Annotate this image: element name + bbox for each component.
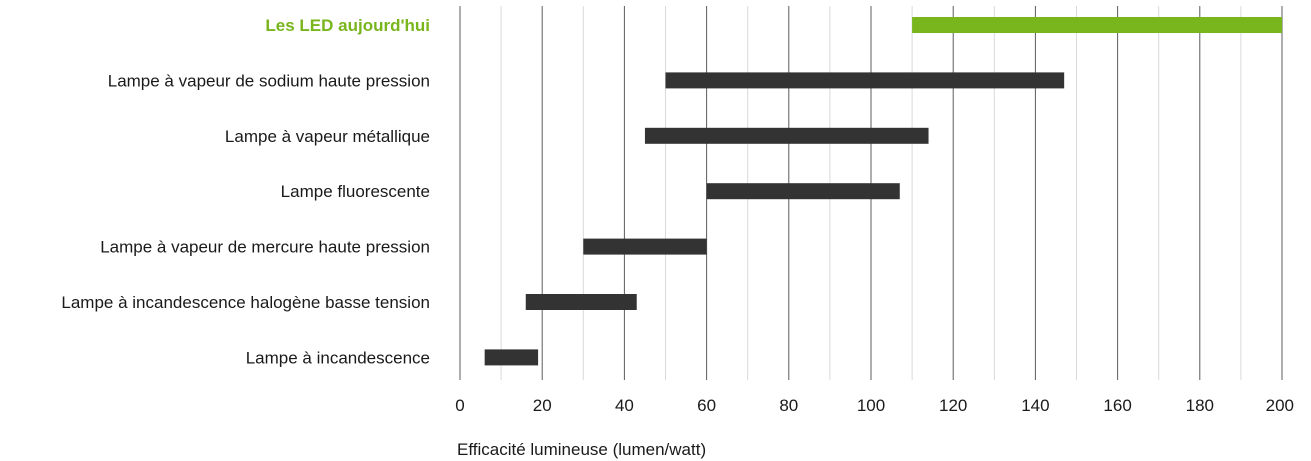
range-bar [665,72,1065,89]
x-tick-label: 120 [939,396,967,415]
category-label: Lampe à vapeur de sodium haute pression [108,71,430,90]
x-tick-label: 40 [615,396,634,415]
category-label: Lampe à incandescence [246,348,430,367]
x-tick-label: 60 [697,396,716,415]
bars [484,17,1282,366]
x-tick-label: 100 [857,396,885,415]
x-tick-label: 80 [779,396,798,415]
range-bar [525,294,637,310]
category-label: Lampe à incandescence halogène basse ten… [61,293,430,312]
x-tick-label: 20 [533,396,552,415]
range-bar [583,238,707,255]
category-label: Lampe fluorescente [281,182,430,201]
x-tick-label: 200 [1266,396,1294,415]
category-label: Lampe à vapeur métallique [225,127,430,146]
range-bar [706,183,900,200]
category-label: Lampe à vapeur de mercure haute pression [100,238,430,257]
gridlines [459,6,1283,380]
range-bar [912,17,1282,33]
range-bar [484,349,539,366]
x-tick-label: 140 [1021,396,1049,415]
x-tick-label: 160 [1103,396,1131,415]
range-bar [644,127,929,144]
x-tick-label: 0 [455,396,464,415]
x-tick-labels: 0 20 40 60 80 100 120 140 160 180 200 [455,396,1294,415]
category-label: Les LED aujourd'hui [265,16,430,35]
x-axis-title: Efficacité lumineuse (lumen/watt) [457,440,706,459]
category-labels: Les LED aujourd'hui Lampe à vapeur de sod… [61,16,430,367]
x-tick-label: 180 [1186,396,1214,415]
